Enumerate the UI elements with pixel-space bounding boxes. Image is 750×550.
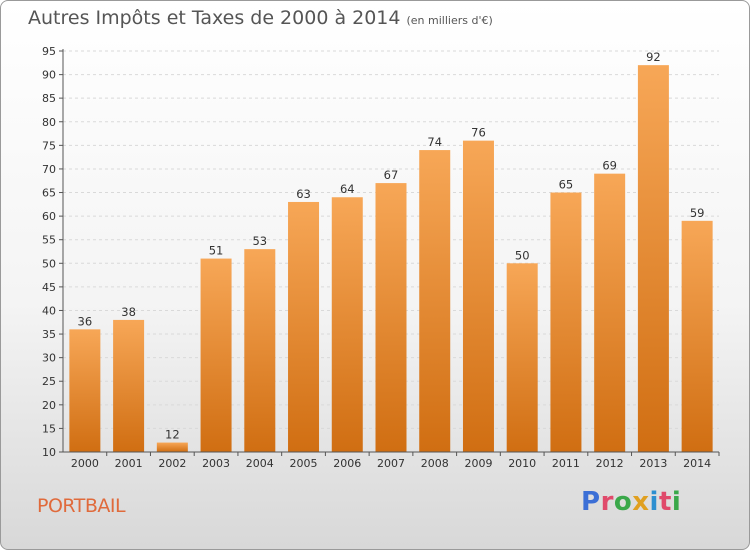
value-label: 53 <box>252 234 267 248</box>
x-tick-label: 2001 <box>115 457 143 470</box>
logo-letter: t <box>658 487 672 517</box>
x-tick-label: 2006 <box>333 457 361 470</box>
y-tick-label: 30 <box>42 352 56 365</box>
chart-title-text: Autres Impôts et Taxes de 2000 à 2014 <box>28 7 401 29</box>
bar-2013 <box>637 65 669 452</box>
value-label: 38 <box>121 305 136 319</box>
x-tick-label: 2003 <box>202 457 230 470</box>
bar-2011 <box>550 192 582 452</box>
proxiti-logo[interactable]: Proxiti <box>581 487 681 517</box>
y-tick-label: 45 <box>42 281 56 294</box>
x-tick-label: 2005 <box>290 457 318 470</box>
bar-2001 <box>113 319 145 452</box>
y-tick-label: 85 <box>42 92 56 105</box>
y-tick-label: 90 <box>42 69 56 82</box>
bar-2007 <box>375 183 407 452</box>
value-label: 64 <box>340 182 355 196</box>
y-tick-label: 20 <box>42 399 56 412</box>
x-tick-label: 2000 <box>71 457 99 470</box>
bar-2005 <box>288 201 320 452</box>
value-label: 59 <box>690 206 705 220</box>
logo-letter: i <box>671 487 682 517</box>
y-tick-label: 70 <box>42 163 56 176</box>
x-tick-label: 2010 <box>508 457 536 470</box>
value-label: 63 <box>296 187 311 201</box>
logo-letter: x <box>632 487 650 517</box>
value-label: 67 <box>384 168 399 182</box>
value-label: 36 <box>78 314 93 328</box>
axes <box>59 49 720 456</box>
bars <box>69 65 713 453</box>
chart-title-unit: (en milliers d'€) <box>406 14 493 27</box>
value-label: 69 <box>602 159 617 173</box>
y-tick-label: 75 <box>42 139 56 152</box>
logo-letter: r <box>600 487 614 517</box>
value-label: 74 <box>427 135 442 149</box>
y-tick-label: 35 <box>42 328 56 341</box>
y-tick-label: 40 <box>42 304 56 317</box>
y-tick-label: 25 <box>42 375 56 388</box>
y-tick-label: 65 <box>42 187 56 200</box>
place-name: PORTBAIL <box>37 495 126 517</box>
y-tick-label: 15 <box>42 422 56 435</box>
y-tick-label: 55 <box>42 234 56 247</box>
x-tick-label: 2007 <box>377 457 405 470</box>
x-tick-label: 2011 <box>552 457 580 470</box>
bar-2012 <box>594 173 626 453</box>
bar-2008 <box>419 150 451 452</box>
y-tick-label: 95 <box>42 45 56 58</box>
x-tick-label: 2013 <box>639 457 667 470</box>
logo-letter: i <box>649 487 659 517</box>
value-label: 92 <box>646 50 661 64</box>
value-label: 12 <box>165 428 180 442</box>
bar-2010 <box>506 263 538 452</box>
logo-letter: o <box>613 487 633 517</box>
x-tick-label: 2009 <box>464 457 492 470</box>
chart-title: Autres Impôts et Taxes de 2000 à 2014 (en… <box>28 7 493 29</box>
x-tick-label: 2002 <box>158 457 186 470</box>
y-tick-label: 10 <box>42 446 56 459</box>
bar-2009 <box>462 140 494 452</box>
x-tick-label: 2004 <box>246 457 274 470</box>
x-tick-label: 2012 <box>596 457 624 470</box>
x-tick-label: 2008 <box>421 457 449 470</box>
value-label: 51 <box>209 244 224 258</box>
value-label: 76 <box>471 126 486 140</box>
logo-letter: P <box>581 487 601 517</box>
bar-2000 <box>69 329 101 452</box>
value-label: 65 <box>559 178 574 192</box>
y-tick-label: 50 <box>42 257 56 270</box>
bar-2002 <box>156 442 188 452</box>
value-label: 50 <box>515 248 530 262</box>
labels: 10 15 20 25 30 35 40 45 50 55 60 65 70 75 80 85 90 95 36 20… <box>42 45 711 470</box>
bar-2014 <box>681 220 713 452</box>
x-tick-label: 2014 <box>683 457 711 470</box>
y-tick-label: 80 <box>42 116 56 129</box>
bar-2004 <box>244 249 276 452</box>
y-tick-label: 60 <box>42 210 56 223</box>
bar-2006 <box>331 197 363 452</box>
bar-2003 <box>200 258 232 452</box>
